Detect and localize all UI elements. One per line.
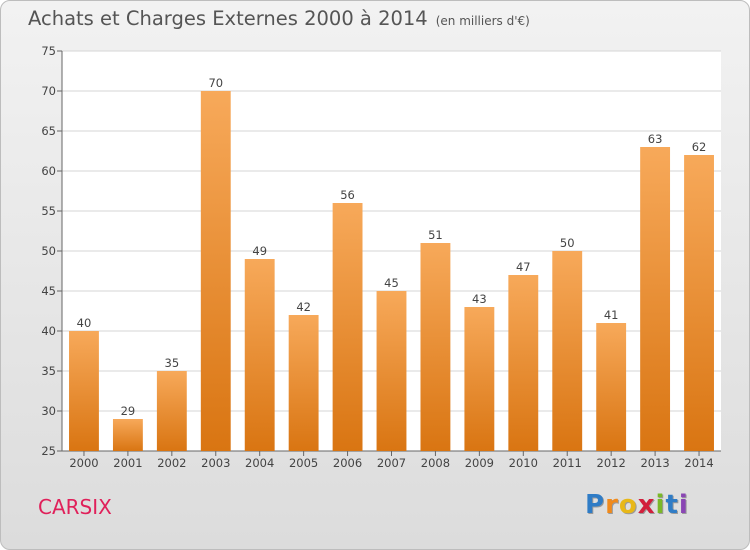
bar <box>684 155 714 451</box>
bar <box>200 91 231 451</box>
y-tick-label: 60 <box>41 164 56 178</box>
bar <box>244 259 275 451</box>
logo-letter: t <box>665 490 679 520</box>
data-label: 41 <box>604 308 619 322</box>
data-label: 49 <box>252 244 267 258</box>
data-label: 50 <box>560 236 575 250</box>
logo-letter: o <box>618 490 638 520</box>
bar <box>508 275 539 451</box>
commune-name: CARSIX <box>38 495 112 519</box>
data-label: 56 <box>340 188 355 202</box>
bar <box>596 323 627 451</box>
logo-letter: x <box>637 490 656 520</box>
y-tick-label: 55 <box>41 204 56 218</box>
logo-letter: P <box>585 490 606 520</box>
bar <box>288 315 319 451</box>
bar <box>156 371 187 451</box>
y-tick-label: 25 <box>41 444 56 458</box>
data-label: 42 <box>296 300 311 314</box>
data-label: 43 <box>472 292 487 306</box>
bar <box>376 291 407 451</box>
bar <box>464 307 495 451</box>
bar <box>640 147 671 451</box>
x-tick-label: 2000 <box>69 456 98 470</box>
x-tick-label: 2003 <box>201 456 230 470</box>
x-tick-label: 2008 <box>421 456 450 470</box>
data-label: 62 <box>692 140 707 154</box>
y-tick-label: 40 <box>41 324 56 338</box>
x-tick-label: 2004 <box>245 456 274 470</box>
chart-unit: (en milliers d'€) <box>435 14 530 28</box>
y-tick-label: 45 <box>41 284 56 298</box>
y-tick-label: 75 <box>41 44 56 58</box>
logo-letter: i <box>655 490 666 520</box>
data-label: 47 <box>516 260 531 274</box>
x-tick-label: 2006 <box>333 456 362 470</box>
y-tick-label: 30 <box>41 404 56 418</box>
data-label: 63 <box>648 132 663 146</box>
x-tick-label: 2014 <box>684 456 713 470</box>
data-label: 29 <box>121 404 136 418</box>
x-tick-label: 2002 <box>157 456 186 470</box>
y-tick-label: 50 <box>41 244 56 258</box>
bar <box>420 243 451 451</box>
chart-title: Achats et Charges Externes 2000 à 2014 (e… <box>28 7 530 30</box>
proxiti-logo: Proxiti <box>585 490 689 520</box>
data-label: 35 <box>165 356 180 370</box>
logo-letter: i <box>678 490 689 520</box>
y-tick-label: 65 <box>41 124 56 138</box>
data-label: 45 <box>384 276 399 290</box>
x-tick-label: 2012 <box>597 456 626 470</box>
bar <box>112 419 143 451</box>
x-tick-label: 2013 <box>640 456 669 470</box>
x-tick-label: 2011 <box>553 456 582 470</box>
x-tick-label: 2009 <box>465 456 494 470</box>
data-label: 70 <box>208 76 223 90</box>
y-tick-label: 70 <box>41 84 56 98</box>
data-label: 40 <box>77 316 92 330</box>
bar <box>552 251 583 451</box>
bar <box>69 331 99 451</box>
logo-letter: r <box>605 490 619 520</box>
x-tick-label: 2005 <box>289 456 318 470</box>
x-tick-label: 2010 <box>509 456 538 470</box>
x-tick-label: 2001 <box>113 456 142 470</box>
bar <box>332 203 363 451</box>
chart-title-text: Achats et Charges Externes 2000 à 2014 <box>28 7 428 30</box>
x-tick-label: 2007 <box>377 456 406 470</box>
data-label: 51 <box>428 228 443 242</box>
y-tick-label: 35 <box>41 364 56 378</box>
